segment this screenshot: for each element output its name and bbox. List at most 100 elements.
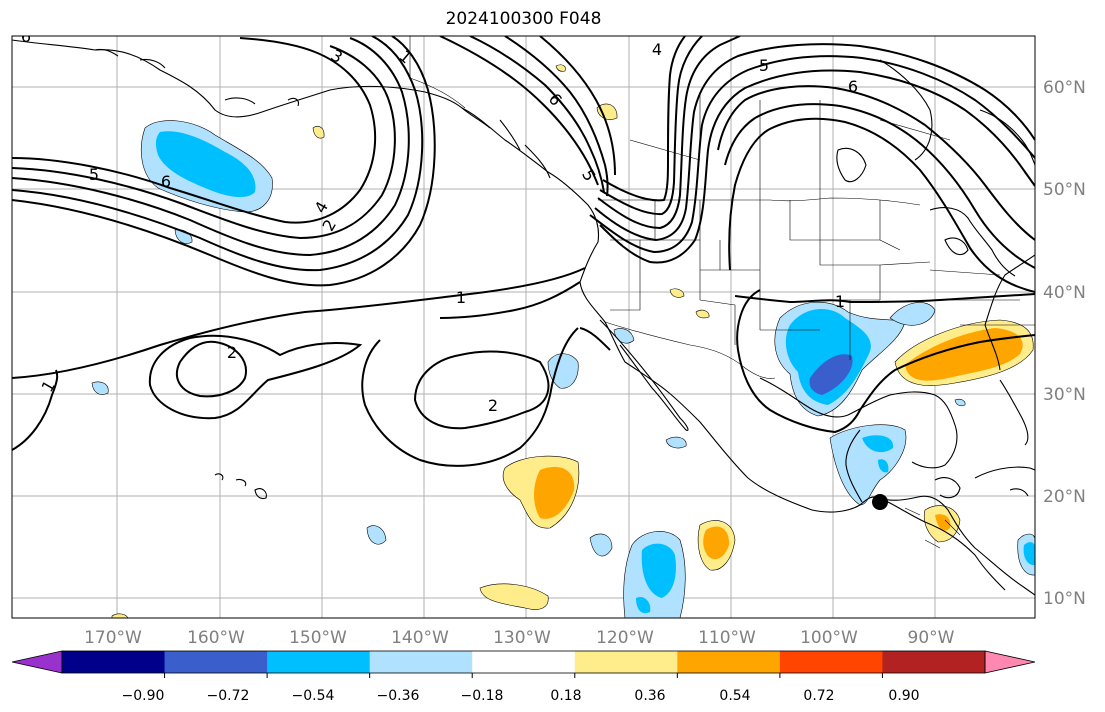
longitude-label: 130°W (493, 628, 551, 648)
longitude-label: 90°W (908, 628, 955, 648)
colorbar-segment (164, 651, 268, 673)
colorbar-segment (62, 651, 166, 673)
contour-label: 6 (848, 77, 858, 96)
contour-label: 1 (456, 288, 466, 307)
contour-line (724, 103, 1035, 269)
colorbar-tick-label: 0.72 (803, 688, 834, 704)
colorbar-tick-label: −0.72 (207, 688, 250, 704)
colorbar-tick-label: −0.18 (461, 688, 504, 704)
contour-label: 2 (488, 396, 498, 415)
longitude-labels: 170°W 160°W 150°W 140°W 130°W 120°W 110°… (84, 628, 955, 648)
colorbar-tick-label: −0.90 (122, 688, 165, 704)
contour-line (602, 36, 686, 202)
contour-line (599, 69, 1035, 264)
contour-line (717, 85, 1035, 241)
colorbar-segment (472, 651, 576, 673)
positive-anomaly-region (703, 526, 730, 560)
negative-anomaly-region (954, 398, 966, 407)
contour-line (12, 37, 377, 224)
negative-anomaly-region (665, 436, 687, 449)
colorbar-segment (574, 651, 678, 673)
longitude-label: 170°W (84, 628, 142, 648)
latitude-label: 40°N (1043, 283, 1086, 303)
contour-line (734, 293, 1035, 304)
negative-anomaly-region (809, 354, 853, 395)
colorbar-tick-label: 0.18 (550, 688, 581, 704)
contour-line (175, 340, 247, 398)
positive-anomaly-region (534, 466, 575, 519)
longitude-label: 150°W (289, 628, 347, 648)
colorbar-segment (779, 651, 883, 673)
contour-label: 5 (759, 56, 769, 75)
contour-line (413, 350, 550, 430)
longitude-label: 120°W (596, 628, 654, 648)
contour-label: 5 (89, 165, 99, 184)
contour-line (361, 327, 611, 467)
negative-anomaly-region (155, 131, 256, 198)
negative-anomaly-region (1023, 542, 1035, 566)
contour-line (597, 36, 741, 230)
negative-anomaly-region (547, 353, 579, 389)
colorbar-segment (369, 651, 473, 673)
colorbar-tick-label: 0.90 (888, 688, 919, 704)
positive-anomaly-region (312, 126, 325, 139)
negative-anomaly-region (641, 543, 676, 598)
negative-anomaly-region (785, 308, 871, 405)
latitude-labels: 60°N 50°N 40°N 30°N 20°N 10°N (1043, 78, 1086, 609)
contour-label: 1 (835, 292, 845, 311)
colorbar-tick-label: 0.54 (719, 688, 750, 704)
contour-line (539, 36, 616, 176)
contour-line (12, 36, 424, 272)
colorbar-extend-low (11, 650, 63, 674)
longitude-label: 140°W (391, 628, 449, 648)
longitude-label: 160°W (187, 628, 245, 648)
positive-anomaly-region (935, 514, 951, 531)
positive-anomaly-region (669, 288, 685, 298)
contour-label: 6 (161, 172, 171, 191)
colorbar-segment (677, 651, 781, 673)
longitude-label: 100°W (800, 628, 858, 648)
location-marker (872, 494, 888, 510)
contour-line (589, 55, 1035, 254)
colorbar (11, 650, 1036, 678)
contour-line (12, 37, 410, 257)
positive-anomaly-region (596, 103, 618, 120)
contour-line (439, 281, 581, 319)
colorbar-extend-high (984, 650, 1036, 674)
contour-label: 4 (652, 40, 662, 59)
contour-line (599, 36, 703, 216)
shaded-field (91, 64, 1035, 618)
longitude-label: 110°W (698, 628, 756, 648)
colorbar-tick-label: −0.36 (377, 688, 420, 704)
negative-anomaly-region (589, 533, 613, 557)
contour-line (12, 369, 59, 451)
contour-line (728, 117, 1035, 293)
latitude-label: 60°N (1043, 78, 1086, 98)
latitude-label: 20°N (1043, 487, 1086, 507)
colorbar-ticks: −0.90 −0.72 −0.54 −0.36 −0.18 0.18 0.36 … (122, 688, 920, 704)
negative-anomaly-region (862, 435, 894, 453)
map-title: 2024100300 F048 (445, 9, 602, 29)
contour-line (439, 36, 599, 186)
contour-line (736, 289, 1035, 434)
negative-anomaly-region (636, 596, 651, 614)
contour-line (148, 334, 363, 420)
contour-line (469, 36, 605, 193)
contour-line (12, 267, 586, 379)
colorbar-segment (267, 651, 371, 673)
contour-label: 6 (21, 27, 31, 46)
negative-anomaly-region (366, 525, 387, 545)
colorbar-tick-label: 0.36 (634, 688, 665, 704)
negative-anomaly-region (889, 302, 936, 326)
positive-anomaly-region (111, 613, 129, 618)
contour-line (12, 36, 436, 287)
colorbar-segment (882, 651, 986, 673)
colorbar-tick-label: −0.54 (292, 688, 335, 704)
contour-line (12, 45, 396, 240)
latitude-label: 10°N (1043, 589, 1086, 609)
contour-lines (12, 36, 1035, 467)
negative-anomaly-region (878, 459, 889, 473)
positive-anomaly-region (555, 64, 566, 72)
latitude-label: 30°N (1043, 385, 1086, 405)
